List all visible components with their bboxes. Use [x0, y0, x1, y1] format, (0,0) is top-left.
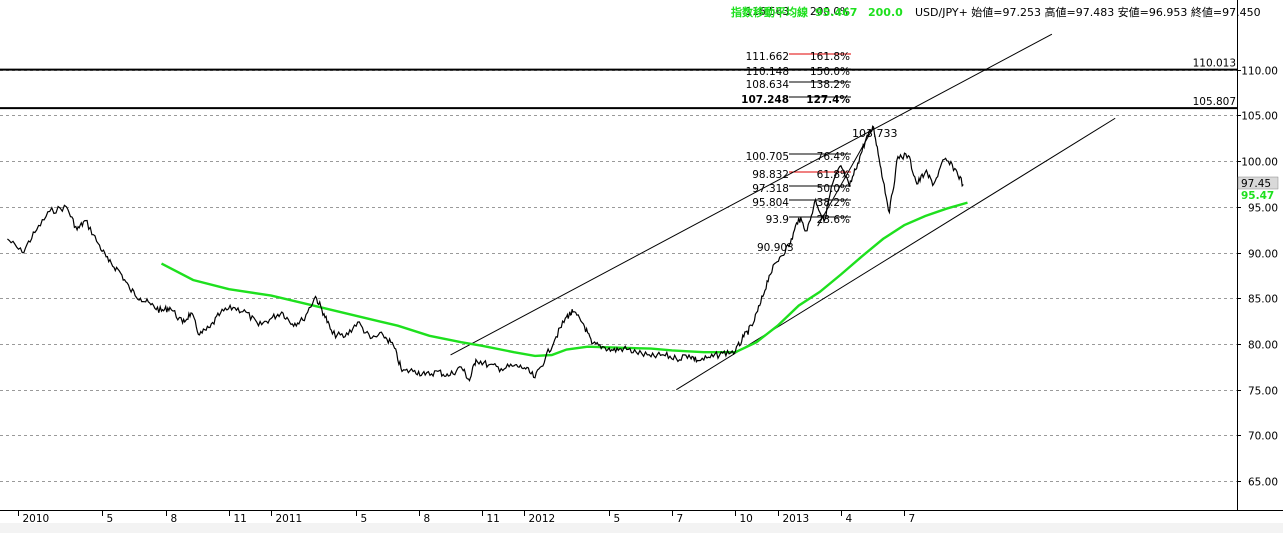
h-level-label: 110.013	[1193, 58, 1236, 70]
fib-price-label: 93.9	[766, 214, 789, 226]
ema-legend-period: 200.0	[868, 6, 903, 19]
level-layer: 110.013 105.807	[0, 58, 1237, 110]
ohlc-legend: USD/JPY+ 始値=97.253 高値=97.483 安値=96.953 終…	[915, 5, 1261, 19]
plot-area	[0, 0, 1237, 510]
fib-pct-label: 127.4%	[806, 94, 850, 106]
ema-legend-value: 95.467	[815, 6, 857, 19]
fibonacci-layer: 116.563 200.0%111.662 161.8%110.148 150.0%1…	[741, 6, 851, 254]
x-tick-label: 11	[487, 513, 500, 525]
y-tick-label: 95.00	[1248, 203, 1278, 215]
x-tick-label: 5	[107, 513, 114, 525]
fib-pct-label: 23.6%	[817, 214, 850, 226]
fib-price-label: 110.148	[746, 66, 789, 78]
fib-pct-label: 150.0%	[810, 66, 850, 78]
y-tick-label: 110.00	[1241, 66, 1278, 78]
fib-pct-label: 76.4%	[817, 151, 850, 163]
x-tick-label: 5	[361, 513, 368, 525]
y-tick-label: 105.00	[1241, 111, 1278, 123]
h-level-label: 105.807	[1193, 96, 1236, 108]
peak-annotation: 103.733	[852, 127, 898, 140]
ema-last-label: 95.47	[1241, 190, 1274, 202]
x-tick-label: 8	[171, 513, 178, 525]
fib-price-label: 107.248	[741, 94, 789, 106]
last-price-label: 97.45	[1241, 178, 1271, 190]
y-tick-label: 85.00	[1248, 294, 1278, 306]
fib-price-label: 90.903	[757, 242, 794, 254]
x-tick-label: 11	[234, 513, 247, 525]
x-tick-label: 2011	[276, 513, 303, 525]
x-tick-label: 2013	[783, 513, 810, 525]
fib-price-label: 116.563	[746, 6, 789, 18]
y-tick-label: 65.00	[1248, 477, 1278, 489]
fib-price-label: 100.705	[746, 151, 789, 163]
fib-price-label: 98.832	[752, 169, 789, 181]
ema-legend-label: 指数移動平均線	[731, 5, 808, 19]
x-tick-label: 2010	[23, 513, 50, 525]
fib-price-label: 95.804	[752, 197, 789, 209]
y-tick-label: 75.00	[1248, 386, 1278, 398]
price-line	[7, 125, 964, 383]
x-tick-label: 2012	[529, 513, 556, 525]
x-tick-label: 7	[909, 513, 916, 525]
x-tick-label: 5	[614, 513, 621, 525]
fib-pct-label: 138.2%	[810, 79, 850, 91]
x-tick-label: 10	[740, 513, 753, 525]
x-axis: 2010 5 8 11 2011 5 8 11 2012 5 7 10 2013 4 7	[18, 510, 916, 525]
y-tick-label: 90.00	[1248, 249, 1278, 261]
y-axis: 65.00 70.00 75.00 80.00 85.00 90.00 95.00 100.0…	[1237, 66, 1278, 489]
x-tick-label: 4	[846, 513, 853, 525]
fib-price-label: 97.318	[752, 183, 789, 195]
ema-line	[160, 201, 968, 358]
fib-pct-label: 50.0%	[817, 183, 850, 195]
x-tick-label: 7	[677, 513, 684, 525]
fib-pct-label: 38.2%	[817, 197, 850, 209]
fib-price-label: 111.662	[746, 51, 789, 63]
fib-price-label: 108.634	[746, 79, 790, 91]
series-layer	[7, 125, 968, 383]
x-tick-label: 8	[424, 513, 431, 525]
status-bar	[0, 523, 1283, 533]
y-tick-label: 100.00	[1241, 157, 1278, 169]
trendline-upper-channel	[450, 33, 1053, 356]
fib-pct-label: 200.0%	[810, 6, 850, 18]
y-tick-label: 80.00	[1248, 340, 1278, 352]
last-price-box	[1237, 176, 1279, 190]
fib-pct-label: 161.8%	[810, 51, 850, 63]
y-tick-label: 70.00	[1248, 431, 1278, 443]
fib-pct-label: 61.8%	[817, 169, 850, 181]
